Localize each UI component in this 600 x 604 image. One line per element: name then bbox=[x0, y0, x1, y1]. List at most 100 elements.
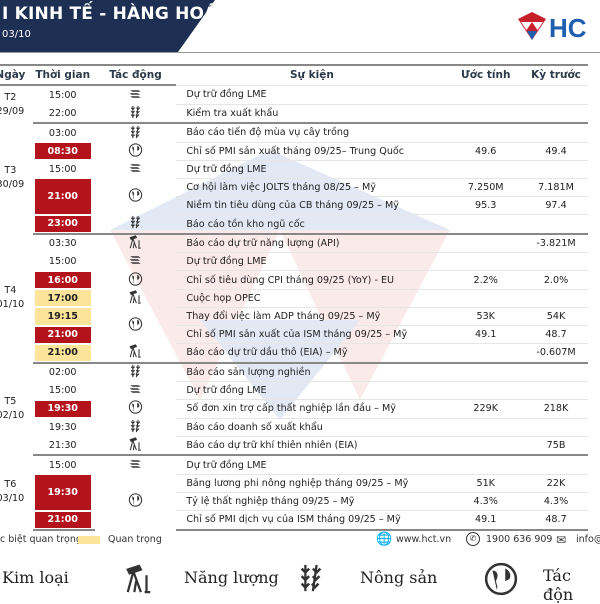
event-name: Dự trữ đồng LME bbox=[176, 252, 448, 272]
oil-pump-icon bbox=[124, 562, 154, 596]
category-agri: Nông sản bbox=[360, 568, 438, 587]
day-name: T3 bbox=[4, 165, 17, 177]
time-value: 15:00 bbox=[48, 459, 77, 471]
table-row: 15:00 Dự trữ đồng LME bbox=[0, 252, 588, 272]
table-row: T4 01/10 03:30 Báo cáo dự trữ năng lượng (A… bbox=[0, 233, 588, 310]
day-cell: T5 02/10 bbox=[0, 363, 33, 456]
impact-cell bbox=[95, 142, 177, 160]
metal-icon bbox=[128, 87, 143, 101]
legend-very-important: c biệt quan trọng bbox=[0, 534, 82, 545]
time-value: 19:30 bbox=[48, 421, 77, 433]
previous-value: 75B bbox=[524, 436, 588, 457]
impact-cell bbox=[94, 104, 177, 124]
estimate-value bbox=[447, 418, 525, 437]
time-value: 17:00 bbox=[34, 290, 91, 307]
time-cell: 19:30 bbox=[33, 474, 95, 510]
phone-number[interactable]: 1900 636 909 bbox=[486, 534, 553, 545]
time-cell: 21:30 bbox=[32, 436, 95, 457]
previous-value bbox=[524, 418, 588, 437]
time-cell: 19:30 bbox=[33, 418, 95, 436]
table-row: 21:00 Chỉ số PMI sản xuất của ISM tháng 0… bbox=[0, 325, 588, 345]
time-cell: 15:00 bbox=[33, 455, 95, 474]
day-date: 02/10 bbox=[0, 409, 25, 421]
time-value: 02:00 bbox=[48, 367, 77, 379]
time-value: 21:00 bbox=[34, 179, 91, 214]
email-link[interactable]: info@ bbox=[576, 534, 600, 545]
day-name: T4 bbox=[4, 285, 17, 297]
category-macro: Tác độn bbox=[543, 566, 574, 604]
estimate-value bbox=[447, 104, 525, 124]
estimate-value bbox=[447, 233, 525, 254]
day-cell: T2 29/09 bbox=[0, 85, 33, 123]
website-link[interactable]: www.hct.vn bbox=[396, 534, 452, 545]
day-date: 03/10 bbox=[0, 493, 25, 505]
divider bbox=[0, 52, 600, 53]
wheat-icon bbox=[128, 364, 143, 378]
day-cell: T3 30/09 bbox=[0, 123, 33, 234]
table-row: Tỷ lệ thất nghiệp tháng 09/25 – Mỹ 4.3% 4.… bbox=[0, 492, 588, 512]
wheat-icon bbox=[296, 562, 326, 594]
legend-important-swatch bbox=[78, 536, 100, 544]
estimate-value bbox=[447, 381, 525, 401]
web-icon: 🌐 bbox=[376, 532, 393, 547]
event-name: Báo cáo sản lượng nghiền bbox=[176, 362, 448, 383]
table-row: 21:30 Báo cáo dự trữ khí thiên nhiên (EIA… bbox=[0, 436, 588, 457]
table-row: 22:00 Kiểm tra xuất khẩu bbox=[0, 104, 588, 124]
time-cell: 17:00 bbox=[33, 289, 95, 307]
globe-icon bbox=[128, 493, 143, 507]
day-date: 30/09 bbox=[0, 179, 25, 191]
event-name: Thay đổi việc làm ADP tháng 09/25 – Mỹ bbox=[176, 307, 448, 327]
estimate-value: 49.1 bbox=[447, 510, 525, 531]
category-legend: Kim loại Năng lượng Nông sản Tác độn bbox=[0, 560, 600, 604]
table-row: 19:30 Báo cáo doanh số xuất khẩu bbox=[0, 418, 588, 437]
time-value: 21:00 bbox=[34, 344, 91, 361]
previous-value: 2.0% bbox=[524, 270, 588, 290]
impact-cell bbox=[95, 363, 177, 382]
event-name: Tỷ lệ thất nghiệp tháng 09/25 – Mỹ bbox=[176, 492, 448, 512]
impact-cell bbox=[95, 474, 177, 529]
oil-pump-icon bbox=[128, 235, 143, 249]
time-cell: 15:00 bbox=[33, 253, 95, 271]
estimate-value bbox=[447, 455, 525, 475]
previous-value: 97.4 bbox=[524, 196, 588, 216]
impact-cell bbox=[95, 418, 177, 436]
time-cell: 23:00 bbox=[32, 214, 95, 235]
estimate-value: 51K bbox=[447, 474, 525, 493]
time-cell: 08:30 bbox=[33, 142, 95, 160]
category-energy: Năng lượng bbox=[184, 568, 279, 587]
day-name: T6 bbox=[4, 479, 17, 491]
table-row: 19:30 Bảng lương phi nông nghiệp tháng 09… bbox=[0, 474, 588, 510]
day-date: 29/09 bbox=[0, 105, 25, 117]
impact-cell bbox=[95, 400, 177, 418]
time-value: 03:30 bbox=[48, 238, 77, 250]
impact-cell bbox=[95, 307, 177, 343]
impact-cell bbox=[95, 253, 177, 271]
wheat-icon bbox=[128, 125, 143, 139]
table-row: 17:00 Cuộc họp OPEC bbox=[0, 289, 588, 308]
previous-value: 49.4 bbox=[524, 142, 588, 161]
estimate-value bbox=[447, 123, 525, 143]
day-name: T5 bbox=[4, 395, 17, 407]
previous-value bbox=[524, 362, 588, 383]
estimate-value: 49.6 bbox=[447, 142, 525, 161]
event-name: Chỉ số PMI dịch vụ của ISM tháng 09/25 –… bbox=[176, 510, 448, 531]
hct-logo: HC bbox=[516, 10, 600, 50]
previous-value: 22K bbox=[524, 474, 588, 493]
event-name: Báo cáo dự trữ khí thiên nhiên (EIA) bbox=[176, 436, 448, 457]
header-banner bbox=[0, 0, 215, 52]
metal-icon bbox=[128, 253, 143, 267]
event-name: Báo cáo dự trữ dầu thô (EIA) – Mỹ bbox=[176, 343, 448, 364]
column-header: Kỳ trước bbox=[524, 64, 588, 86]
estimate-value bbox=[447, 252, 525, 272]
previous-value bbox=[524, 252, 588, 272]
event-name: Niềm tin tiêu dùng của CB tháng 09/25 – … bbox=[176, 196, 448, 216]
impact-cell bbox=[95, 289, 177, 307]
previous-value bbox=[524, 85, 588, 105]
metal-icon bbox=[128, 161, 143, 175]
metal-icon bbox=[128, 457, 143, 471]
category-metal: Kim loại bbox=[2, 568, 69, 587]
previous-value bbox=[524, 214, 588, 235]
previous-value: -3.821M bbox=[524, 233, 588, 254]
event-name: Dự trữ đồng LME bbox=[176, 85, 448, 105]
event-name: Bảng lương phi nông nghiệp tháng 09/25 –… bbox=[176, 474, 448, 493]
